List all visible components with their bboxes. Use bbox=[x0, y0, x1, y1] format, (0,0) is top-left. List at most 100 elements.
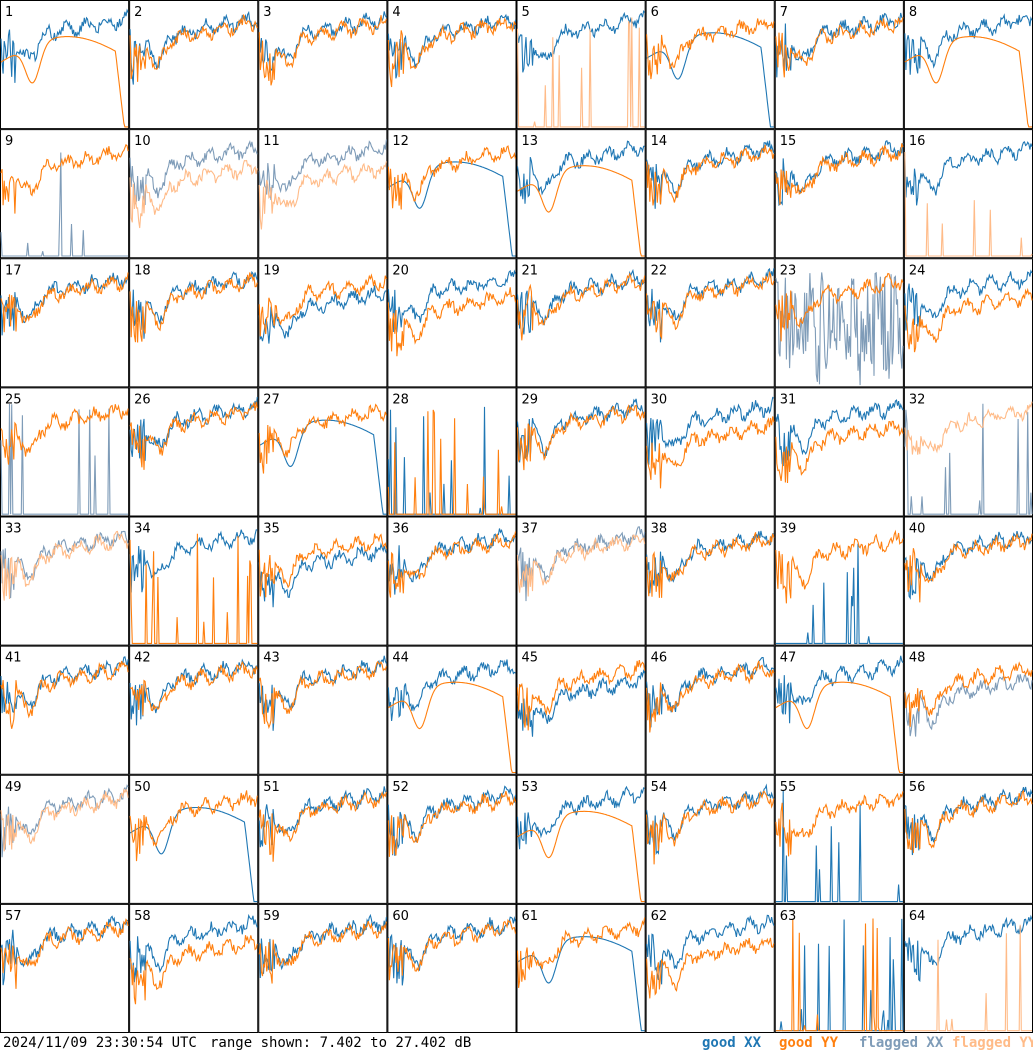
series-yy-line bbox=[904, 287, 1033, 353]
series-xx-line bbox=[387, 659, 516, 722]
panel-label: 9 bbox=[5, 134, 13, 149]
series-xx-line bbox=[646, 32, 774, 128]
series-yy-line bbox=[516, 917, 646, 988]
panel-label: 64 bbox=[909, 909, 926, 924]
panel-11: 11 bbox=[258, 129, 388, 259]
panel-frame bbox=[516, 774, 646, 904]
series-xx-line bbox=[258, 542, 387, 608]
panel-label: 10 bbox=[134, 134, 151, 149]
panel-label: 15 bbox=[780, 134, 797, 149]
panel-56: 56 bbox=[903, 774, 1033, 904]
panel-label: 44 bbox=[392, 651, 409, 666]
panel-frame bbox=[774, 903, 904, 1033]
panel-label: 49 bbox=[5, 780, 22, 795]
series-xx-line bbox=[0, 8, 129, 83]
panel-13: 13 bbox=[516, 129, 646, 259]
panel-58: 58 bbox=[129, 903, 259, 1033]
panel-frame bbox=[387, 516, 517, 646]
legend-good-yy: good YY bbox=[779, 1035, 839, 1051]
series-xx-line bbox=[646, 530, 774, 594]
panel-frame bbox=[129, 0, 259, 130]
panel-frame bbox=[387, 774, 517, 904]
panel-37: 37 bbox=[516, 516, 646, 646]
series-yy-line bbox=[129, 13, 258, 82]
panel-label: 4 bbox=[392, 5, 400, 20]
panel-38: 38 bbox=[645, 516, 775, 646]
panel-22: 22 bbox=[645, 258, 775, 388]
panel-label: 16 bbox=[909, 134, 926, 149]
panel-label: 33 bbox=[5, 522, 22, 537]
panel-label: 29 bbox=[522, 392, 539, 407]
series-yy-line bbox=[258, 273, 387, 337]
panel-20: 20 bbox=[387, 258, 517, 388]
panel-34: 34 bbox=[129, 516, 259, 646]
series-yy-line bbox=[516, 534, 646, 597]
series-yy-line bbox=[646, 18, 775, 80]
series-yy-line bbox=[646, 532, 775, 598]
series-yy-line bbox=[129, 272, 258, 343]
series-xx-line bbox=[516, 526, 646, 602]
panel-label: 2 bbox=[134, 5, 142, 20]
series-xx-line bbox=[775, 271, 904, 386]
series-yy-line bbox=[516, 272, 646, 341]
panel-49: 49 bbox=[0, 774, 130, 904]
panel-50: 50 bbox=[129, 774, 259, 904]
series-xx-line bbox=[129, 913, 258, 983]
series-yy-line bbox=[775, 529, 904, 604]
panel-44: 44 bbox=[387, 645, 517, 775]
panel-label: 55 bbox=[780, 780, 797, 795]
series-yy-line bbox=[387, 531, 517, 598]
panel-48: 48 bbox=[903, 645, 1033, 775]
panel-15: 15 bbox=[774, 129, 904, 259]
series-yy-line bbox=[775, 17, 904, 78]
panel-label: 51 bbox=[263, 780, 280, 795]
series-xx-line bbox=[258, 285, 387, 344]
panel-frame bbox=[903, 903, 1033, 1033]
panel-frame bbox=[903, 387, 1033, 517]
series-xx-line bbox=[904, 141, 1033, 206]
series-yy-line bbox=[0, 660, 129, 729]
panel-label: 18 bbox=[134, 263, 151, 278]
series-yy-line bbox=[258, 403, 387, 474]
panel-label: 13 bbox=[522, 134, 539, 149]
series-yy-line bbox=[258, 533, 387, 598]
panel-label: 63 bbox=[780, 909, 797, 924]
series-yy-line bbox=[904, 151, 1033, 257]
series-xx-line bbox=[646, 656, 775, 728]
panel-label: 36 bbox=[392, 522, 409, 537]
series-xx-line bbox=[775, 543, 903, 644]
series-xx-line bbox=[129, 139, 258, 206]
panel-label: 19 bbox=[263, 263, 280, 278]
series-xx-line bbox=[646, 140, 775, 209]
series-yy-line bbox=[388, 681, 516, 774]
series-xx-line bbox=[0, 403, 129, 515]
legend-good-xx: good XX bbox=[702, 1035, 762, 1051]
panel-label: 26 bbox=[134, 392, 151, 407]
panel-frame bbox=[0, 903, 130, 1033]
panel-label: 53 bbox=[522, 780, 539, 795]
panel-16: 16 bbox=[903, 129, 1033, 259]
series-yy-line bbox=[129, 660, 258, 716]
panel-label: 12 bbox=[392, 134, 409, 149]
panel-18: 18 bbox=[129, 258, 259, 388]
series-yy-line bbox=[646, 144, 775, 206]
panel-1: 1 bbox=[0, 0, 130, 130]
panel-31: 31 bbox=[774, 387, 904, 517]
series-yy-line bbox=[904, 789, 1033, 853]
series-yy-line bbox=[129, 533, 258, 644]
series-yy-line bbox=[646, 270, 775, 340]
panel-frame bbox=[903, 0, 1033, 130]
series-xx-line bbox=[258, 139, 387, 201]
series-xx-line bbox=[775, 655, 904, 724]
series-xx-line bbox=[904, 269, 1033, 331]
panel-43: 43 bbox=[258, 645, 388, 775]
series-yy-line bbox=[129, 159, 258, 229]
range-label: range shown: 7.402 to 27.402 dB bbox=[210, 1035, 472, 1051]
series-xx-line bbox=[129, 10, 258, 85]
panel-12: 12 bbox=[387, 129, 517, 259]
panel-label: 31 bbox=[780, 392, 797, 407]
panel-label: 45 bbox=[522, 651, 539, 666]
series-yy-line bbox=[387, 790, 517, 857]
panel-42: 42 bbox=[129, 645, 259, 775]
series-yy-line bbox=[129, 401, 258, 470]
